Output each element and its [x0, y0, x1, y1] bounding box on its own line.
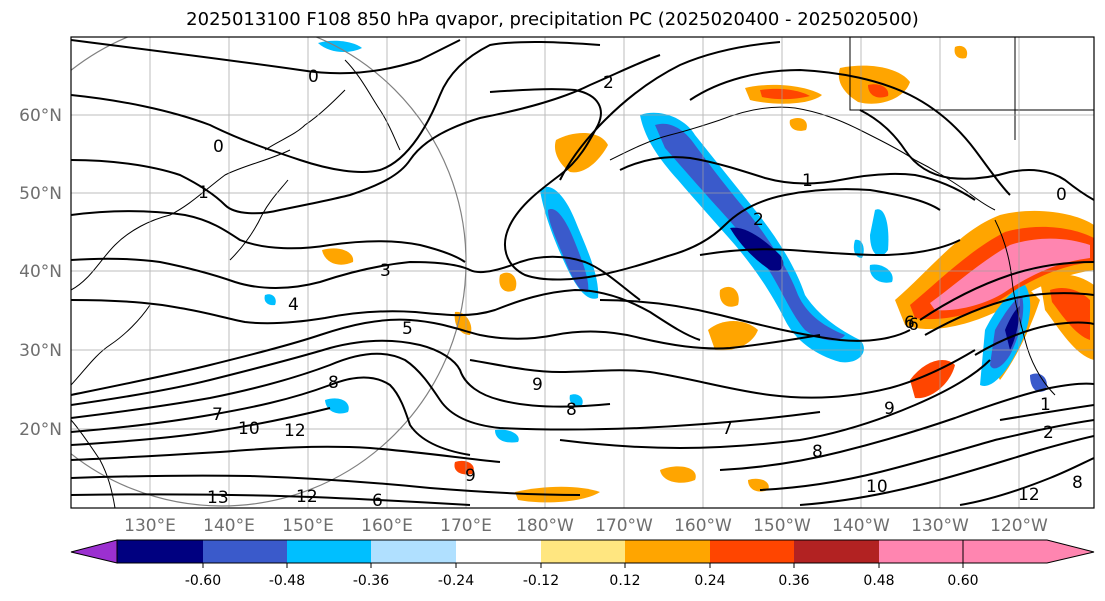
lon-tick-label: 170°E	[440, 516, 492, 536]
contour-label: 8	[812, 442, 823, 462]
contour-label: 9	[532, 375, 543, 395]
colorbar-label: 0.48	[863, 573, 894, 589]
contour-label: 13	[207, 488, 229, 508]
colorbar-segment	[625, 540, 710, 563]
colorbar-label: -0.36	[353, 573, 389, 589]
contour-label: 0	[308, 67, 319, 87]
colorbar-segment	[203, 540, 287, 563]
lat-tick-labels: 60°N 50°N 40°N 30°N 20°N	[19, 106, 62, 440]
lat-tick-label: 30°N	[19, 341, 62, 361]
contour-label: 12	[284, 421, 306, 441]
contour-label: 0	[213, 137, 224, 157]
contour-label: 2	[753, 210, 764, 230]
contour-label: 1	[198, 183, 209, 203]
contour-label: 8	[1072, 473, 1083, 493]
contour-label: 10	[866, 477, 888, 497]
contour-label: 6	[904, 313, 915, 333]
contour-label: 9	[884, 399, 895, 419]
lon-tick-label: 170°W	[595, 516, 653, 536]
colorbar-segment	[287, 540, 371, 563]
colorbar-segment	[541, 540, 625, 563]
colorbar-label: 0.12	[609, 573, 640, 589]
colorbar-outline	[116, 539, 964, 564]
colorbar-extend-low	[70, 539, 118, 564]
colorbar-label: -0.60	[185, 573, 221, 589]
contour-label: 8	[328, 373, 339, 393]
map-title: 2025013100 F108 850 hPa qvapor, precipit…	[186, 9, 919, 30]
colorbar-label: -0.24	[438, 573, 474, 589]
contour-label: 12	[296, 487, 318, 507]
contour-label: 6	[372, 491, 383, 511]
lon-tick-label: 130°W	[911, 516, 969, 536]
contour-label: 8	[566, 400, 577, 420]
lon-tick-labels: 130°E 140°E 150°E 160°E 170°E 180°W 170°…	[124, 516, 1048, 536]
colorbar-label: -0.48	[269, 573, 305, 589]
colorbar-segment	[794, 540, 879, 563]
lat-tick-label: 40°N	[19, 262, 62, 282]
contour-label: 9	[465, 466, 476, 486]
range-circle	[71, 37, 467, 507]
colorbar-label: 0.24	[694, 573, 725, 589]
colorbar-segment	[879, 540, 963, 563]
lon-tick-label: 140°W	[832, 516, 890, 536]
colorbar-label: 0.36	[778, 573, 809, 589]
plot-border	[70, 36, 1095, 509]
colorbar-label: -0.12	[523, 573, 559, 589]
lon-tick-label: 140°E	[203, 516, 255, 536]
colorbar-segment	[456, 540, 541, 563]
contour-label: 6	[908, 315, 919, 335]
contour-label: 5	[402, 319, 413, 339]
contour-label: 0	[1056, 185, 1067, 205]
lat-tick-label: 20°N	[19, 420, 62, 440]
contour-label: 10	[238, 419, 260, 439]
contour-labels: 0 2 1 0 1 2 3 4 5 6 7 8 9 10 12 13 6 8 9…	[198, 67, 1083, 511]
lon-tick-label: 120°W	[990, 516, 1048, 536]
lat-tick-label: 50°N	[19, 184, 62, 204]
contour-label: 7	[212, 405, 223, 425]
colorbar-extend-high	[962, 539, 1095, 564]
lat-tick-label: 60°N	[19, 106, 62, 126]
qvapor-contours	[71, 39, 1094, 506]
colorbar-label: 0.60	[947, 573, 978, 589]
contour-label: 12	[1018, 485, 1040, 505]
lon-tick-label: 180°W	[516, 516, 574, 536]
lon-tick-label: 160°W	[674, 516, 732, 536]
contour-label: 1	[802, 171, 813, 191]
lon-tick-label: 160°E	[361, 516, 413, 536]
lon-tick-label: 150°W	[753, 516, 811, 536]
lon-tick-label: 150°E	[282, 516, 334, 536]
colorbar-segment	[117, 540, 203, 563]
lon-tick-label: 130°E	[124, 516, 176, 536]
contour-label: 4	[288, 295, 299, 315]
contour-label: 3	[380, 261, 391, 281]
contour-label: 2	[1043, 423, 1054, 443]
contour-label: 2	[603, 73, 614, 93]
colorbar-segment	[371, 540, 456, 563]
colorbar: -0.60 -0.48 -0.36 -0.24 -0.12 0.12 0.24 …	[70, 539, 1095, 589]
colorbar-segment	[710, 540, 794, 563]
contour-label: 1	[1040, 395, 1051, 415]
contour-label: 7	[722, 419, 733, 439]
